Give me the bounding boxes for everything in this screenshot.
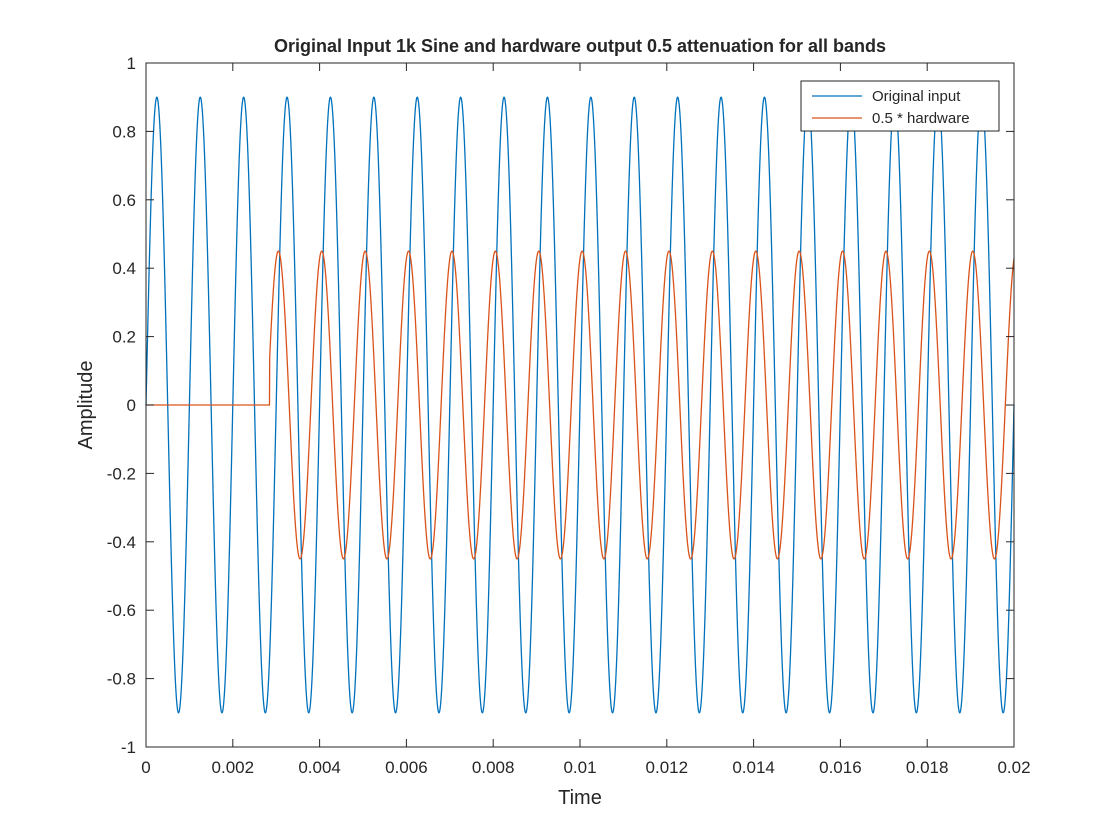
- y-tick-label: 0: [127, 396, 136, 415]
- y-tick-label: 0.4: [112, 259, 136, 278]
- x-tick-label: 0.006: [385, 758, 428, 777]
- x-tick-label: 0.004: [298, 758, 341, 777]
- legend-label-original-input: Original input: [872, 88, 961, 105]
- chart-title: Original Input 1k Sine and hardware outp…: [274, 36, 886, 56]
- x-tick-label: 0.012: [646, 758, 689, 777]
- x-tick-label: 0.018: [906, 758, 949, 777]
- series-line-original-input: [145, 96, 1015, 714]
- legend: Original input 0.5 * hardware: [800, 80, 1000, 132]
- x-tick-label: 0.02: [997, 758, 1030, 777]
- y-tick-label: -0.4: [107, 533, 136, 552]
- x-tick-label: 0.01: [563, 758, 596, 777]
- x-tick-label: 0.002: [212, 758, 255, 777]
- legend-label-hardware-output: 0.5 * hardware: [872, 110, 970, 127]
- y-tick-label: 1: [127, 54, 136, 73]
- y-axis-label: Amplitude: [75, 361, 97, 450]
- series-line-hardware-output: [145, 250, 1015, 560]
- x-axis-label: Time: [558, 787, 602, 809]
- y-tick-label: 0.2: [112, 328, 136, 347]
- x-tick-label: 0.016: [819, 758, 862, 777]
- series-layer: [145, 96, 1015, 714]
- y-tick-label: -0.6: [107, 601, 136, 620]
- x-tick-label: 0: [141, 758, 150, 777]
- x-tick-label: 0.008: [472, 758, 515, 777]
- x-tick-label: 0.014: [732, 758, 775, 777]
- ticks-layer: 0 0.002 0.004 0.006 0.008 0.01 0.012 0.014 0.016…: [107, 54, 1031, 777]
- y-tick-label: -1: [121, 738, 136, 757]
- y-tick-label: 0.6: [112, 191, 136, 210]
- y-tick-label: -0.8: [107, 670, 136, 689]
- y-tick-label: 0.8: [112, 122, 136, 141]
- legend-box: [800, 80, 1000, 132]
- y-tick-label: -0.2: [107, 464, 136, 483]
